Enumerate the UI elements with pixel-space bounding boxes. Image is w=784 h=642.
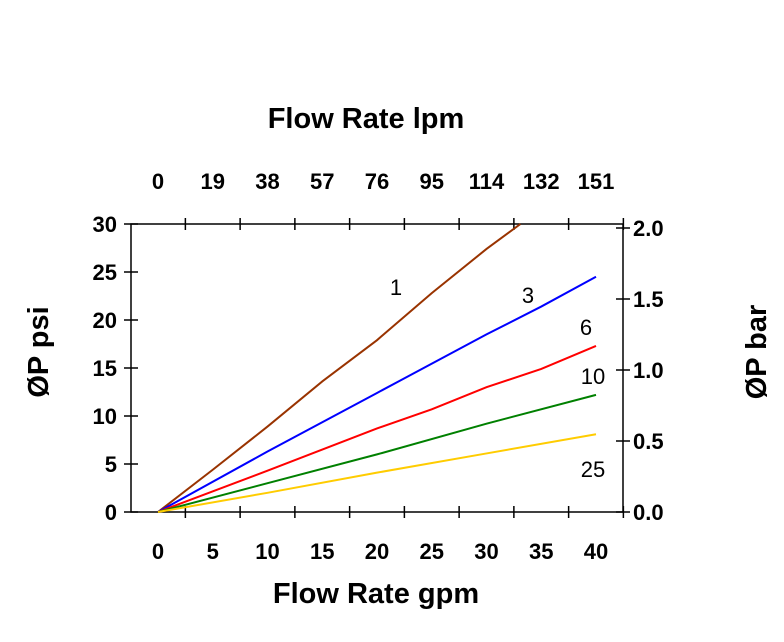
plot-frame [130, 223, 624, 513]
x-tick-label: 25 [420, 539, 444, 564]
x-tick-label: 5 [207, 539, 219, 564]
x-tick-label: 40 [584, 539, 608, 564]
y-tick-label: 5 [105, 452, 117, 477]
y-tick-label: 25 [93, 260, 117, 285]
x-tick-label: 35 [529, 539, 553, 564]
top-axis-title: Flow Rate lpm [268, 103, 465, 135]
x-tick-label: 10 [255, 539, 279, 564]
x-tick-label: 30 [474, 539, 498, 564]
y2-tick-label: 0.0 [633, 500, 664, 525]
x2-tick-label: 95 [420, 169, 444, 194]
series-line-10 [157, 393, 597, 513]
y-tick-label: 10 [93, 404, 117, 429]
y-tick-label: 30 [93, 212, 117, 237]
series-label-25: 25 [581, 457, 605, 482]
series-label-1: 1 [390, 275, 402, 300]
y-tick-label: 0 [105, 500, 117, 525]
series-line-3 [157, 275, 597, 513]
y2-axis-title: ØP bar [741, 305, 773, 400]
y2-tick-label: 1.0 [633, 358, 664, 383]
y-tick-label: 15 [93, 356, 117, 381]
x-tick-label: 15 [310, 539, 334, 564]
x2-tick-label: 132 [523, 169, 560, 194]
y2-tick-label: 2.0 [633, 216, 664, 241]
x2-tick-label: 0 [152, 169, 164, 194]
x2-tick-label: 76 [365, 169, 389, 194]
x2-tick-label: 19 [201, 169, 225, 194]
series-label-3: 3 [522, 283, 534, 308]
series-label-10: 10 [581, 364, 605, 389]
series-line-25 [157, 433, 597, 513]
x-tick-label: 20 [365, 539, 389, 564]
y2-tick-label: 1.5 [633, 287, 664, 312]
y2-tick-label: 0.5 [633, 429, 664, 454]
series-line-1 [157, 223, 522, 513]
x-axis-title: Flow Rate gpm [273, 578, 479, 610]
x2-tick-label: 57 [310, 169, 334, 194]
x2-tick-label: 38 [255, 169, 279, 194]
x2-tick-label: 151 [578, 169, 615, 194]
y-tick-label: 20 [93, 308, 117, 333]
series-line-6 [157, 344, 597, 513]
x-tick-label: 0 [152, 539, 164, 564]
series-label-6: 6 [580, 315, 592, 340]
x2-tick-label: 114 [469, 169, 505, 194]
y-axis-title: ØP psi [23, 306, 55, 397]
